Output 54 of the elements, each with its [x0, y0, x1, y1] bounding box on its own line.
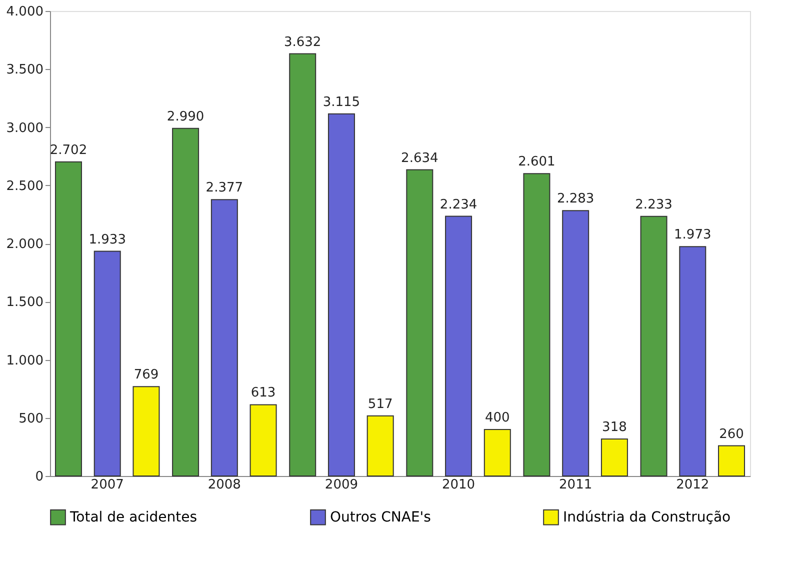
y-tick-label: 2.000 — [6, 237, 44, 252]
y-tick-label: 3.000 — [6, 120, 44, 136]
y-tick-label: 500 — [18, 411, 44, 426]
data-label: 2.234 — [440, 197, 478, 212]
legend-label: Indústria da Construção — [563, 509, 731, 526]
data-label: 2.702 — [50, 142, 88, 158]
x-tick-label: 2011 — [559, 478, 592, 492]
data-label: 3.115 — [322, 94, 360, 110]
data-label: 769 — [134, 368, 159, 383]
data-label: 260 — [719, 426, 744, 442]
bar — [54, 161, 82, 476]
bar — [562, 210, 590, 476]
bar — [523, 173, 550, 476]
y-tick-label: 1.500 — [6, 295, 44, 310]
data-label: 3.632 — [284, 34, 322, 50]
y-tick-label: 3.500 — [6, 62, 44, 78]
x-tick-label: 2009 — [324, 478, 358, 492]
bar — [640, 216, 668, 476]
x-tick-label: 2010 — [442, 478, 476, 492]
data-label: 2.990 — [166, 109, 204, 124]
data-label: 2.601 — [518, 154, 556, 170]
bar — [600, 438, 628, 476]
data-label: 2.634 — [401, 150, 438, 166]
legend-label: Outros CNAE's — [330, 509, 431, 526]
bar — [250, 404, 277, 476]
data-label: 318 — [602, 420, 627, 436]
data-label: 400 — [484, 410, 510, 426]
y-tick-label: 1.000 — [6, 353, 44, 368]
x-tick-label: 2007 — [90, 478, 124, 492]
bar — [210, 199, 238, 476]
x-tick-label: 2008 — [208, 478, 241, 492]
x-tick-label: 2012 — [676, 478, 710, 492]
bar — [406, 169, 434, 476]
legend-label: Total de acidentes — [69, 509, 198, 526]
data-label: 2.377 — [206, 180, 244, 196]
bar — [94, 250, 121, 476]
y-tick-label: 4.000 — [6, 4, 44, 20]
bar — [172, 128, 200, 476]
bar — [445, 216, 472, 476]
bar — [289, 53, 316, 476]
bar — [132, 386, 160, 476]
y-tick-label: 2.500 — [6, 178, 44, 194]
bar — [328, 113, 355, 476]
data-label: 2.233 — [635, 197, 672, 212]
bar — [484, 429, 511, 476]
data-label: 613 — [250, 386, 276, 401]
data-label: 2.283 — [556, 192, 594, 207]
data-label: 1.973 — [674, 228, 712, 243]
y-tick-label: 0 — [35, 470, 44, 484]
bar — [718, 445, 746, 476]
data-label: 1.933 — [88, 232, 126, 248]
data-label: 517 — [368, 396, 393, 412]
bar — [679, 246, 706, 476]
bar — [366, 415, 394, 476]
